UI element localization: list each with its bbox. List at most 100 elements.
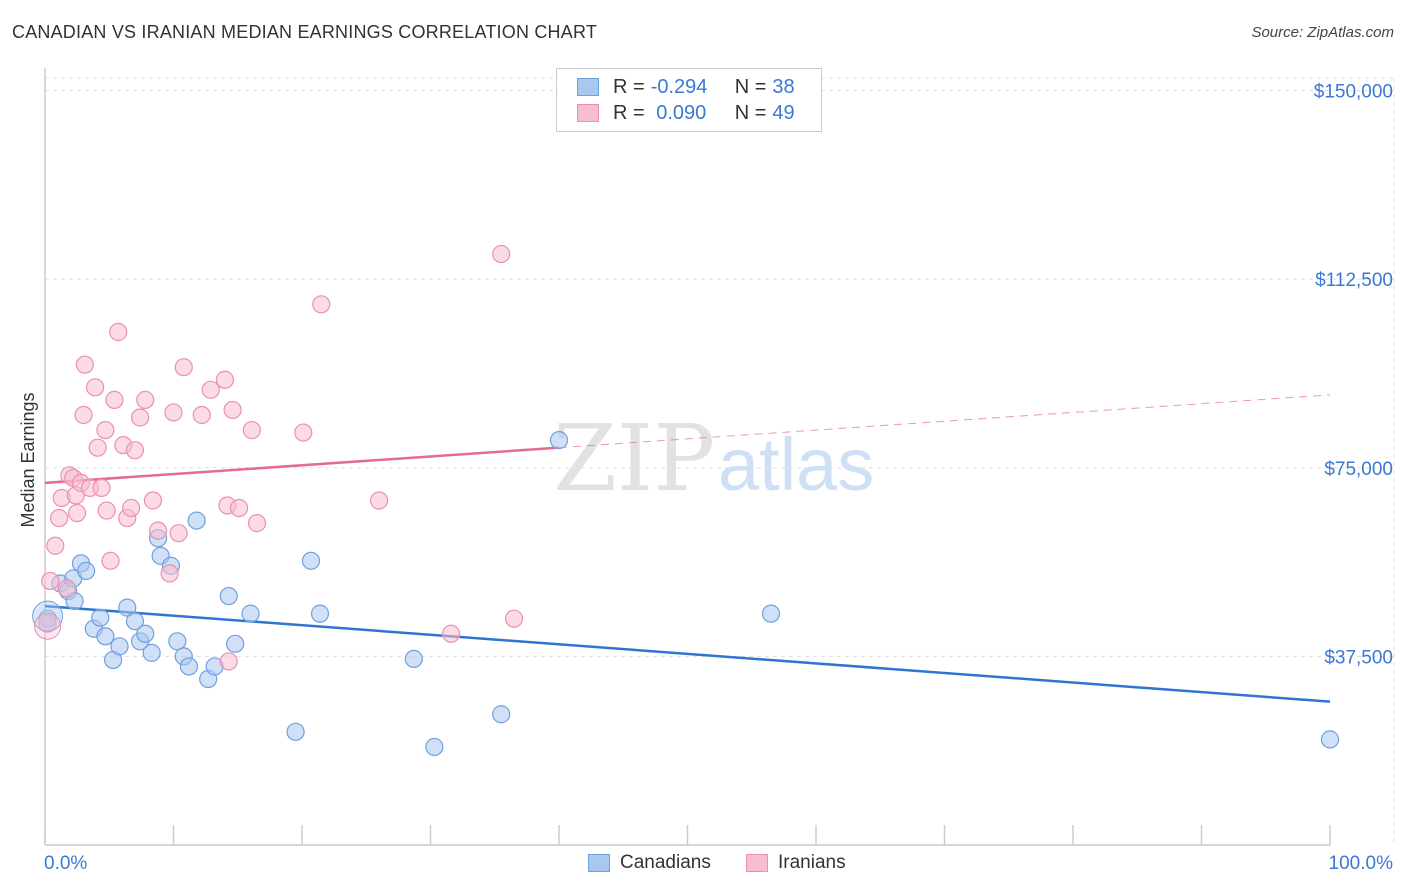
- r-label: R =: [613, 101, 645, 124]
- canadians-point-cluster: [32, 600, 64, 632]
- iranians-point: [169, 524, 188, 543]
- iranians-point: [504, 609, 524, 628]
- legend-label-iranians: Iranians: [778, 852, 846, 873]
- canadians-point: [91, 608, 110, 627]
- iranians-point: [492, 244, 511, 264]
- canadians-point: [241, 604, 260, 623]
- stats-legend-box: R = -0.294 N = 38 R = 0.090 N = 49: [556, 68, 822, 132]
- canadians-point: [310, 604, 330, 623]
- iranians-point: [109, 322, 128, 342]
- iranians-point: [41, 571, 60, 591]
- canadians-point: [549, 431, 569, 450]
- canadians-point: [179, 657, 199, 676]
- iranians-point: [121, 498, 141, 518]
- canadians-point: [110, 637, 129, 656]
- canadians-point: [142, 643, 161, 662]
- r-value-canadians: -0.294: [650, 75, 708, 98]
- iranians-point: [164, 403, 183, 422]
- iranians-point: [192, 405, 211, 425]
- legend-item-iranians[interactable]: Iranians: [746, 852, 846, 874]
- iranians-trend-line: [44, 446, 560, 485]
- canadians-point: [96, 627, 115, 646]
- iranians-point: [247, 514, 267, 533]
- canadians-point: [118, 598, 137, 617]
- chart-title: CANADIAN VS IRANIAN MEDIAN EARNINGS CORR…: [12, 22, 598, 42]
- canadians-point: [77, 561, 96, 580]
- iranians-point: [46, 536, 65, 555]
- legend-swatch-canadians: [588, 854, 610, 872]
- iranians-point: [242, 420, 261, 440]
- points-layer: [32, 244, 1340, 757]
- chart-source: Source: ZipAtlas.com: [1251, 24, 1394, 41]
- x-tick-label-max: 100.0%: [1329, 853, 1394, 874]
- y-axis-label: Median Earnings: [18, 392, 38, 527]
- y-tick-label: $75,000: [1324, 459, 1393, 480]
- n-value-iranians: 49: [772, 101, 795, 124]
- iranians-point: [148, 521, 168, 540]
- canadians-point: [136, 624, 155, 643]
- canadians-point: [226, 634, 245, 653]
- iranians-point: [97, 501, 116, 520]
- iranians-point: [75, 355, 94, 374]
- canadians-point: [1320, 730, 1340, 749]
- y-tick-label: $112,500: [1315, 270, 1393, 291]
- chart-legend: Canadians Iranians: [0, 850, 1406, 880]
- iranians-point: [88, 438, 107, 457]
- iranians-point: [143, 491, 163, 510]
- iranians-point: [105, 390, 124, 409]
- iranians-point: [68, 503, 87, 523]
- n-label: N =: [734, 101, 767, 124]
- watermark-atlas: atlas: [718, 423, 874, 506]
- iranians-point: [125, 441, 145, 460]
- canadians-trend-line: [44, 604, 1331, 703]
- canadians-point: [761, 604, 781, 623]
- canadians-point: [168, 632, 187, 651]
- iranians-swatch: [577, 104, 599, 122]
- iranians-point: [38, 614, 57, 633]
- iranians-point: [294, 423, 313, 442]
- iranians-point: [229, 498, 249, 518]
- trend-layer: [44, 394, 1331, 703]
- iranians-point: [136, 390, 155, 409]
- n-label: N =: [734, 75, 767, 98]
- iranians-point: [312, 295, 331, 314]
- canadians-point: [219, 586, 238, 606]
- iranians-point: [160, 564, 179, 583]
- canadians-point: [286, 722, 305, 741]
- canadians-point: [125, 612, 145, 631]
- y-tick-label: $37,500: [1324, 647, 1393, 668]
- x-tick-label-min: 0.0%: [44, 853, 87, 874]
- iranians-point: [370, 491, 389, 510]
- n-value-canadians: 38: [772, 75, 795, 98]
- iranians-point: [219, 652, 238, 671]
- iranians-point: [101, 551, 120, 570]
- r-label: R =: [613, 75, 645, 98]
- iranians-point: [223, 400, 242, 420]
- axis-layer: [44, 68, 1331, 846]
- r-value-iranians: 0.090: [650, 101, 707, 124]
- canadians-point: [425, 737, 444, 757]
- watermark-zip: ZIP: [553, 405, 715, 512]
- legend-label-canadians: Canadians: [620, 852, 711, 873]
- canadians-swatch: [577, 78, 599, 96]
- canadians-point: [404, 649, 423, 669]
- iranians-point: [50, 508, 69, 528]
- tick-label-layer: $37,500 $75,000 $112,500 $150,000 0.0% 100.0%: [44, 82, 1393, 874]
- iranians-point: [86, 378, 105, 397]
- iranians-point: [441, 624, 461, 643]
- iranians-point: [74, 405, 93, 425]
- canadians-point: [301, 551, 321, 570]
- iranians-point: [174, 358, 193, 377]
- legend-swatch-iranians: [746, 854, 768, 872]
- iranians-point: [92, 478, 111, 498]
- iranians-point-cluster: [34, 612, 62, 640]
- legend-item-canadians[interactable]: Canadians: [588, 852, 711, 874]
- watermark: ZIP atlas: [553, 405, 874, 512]
- iranians-point: [96, 420, 115, 440]
- iranians-point: [201, 380, 220, 399]
- iranians-point: [130, 408, 150, 427]
- y-tick-label: $150,000: [1314, 82, 1393, 103]
- iranians-point: [57, 579, 76, 598]
- stats-row-canadians: R = -0.294 N = 38: [577, 74, 795, 100]
